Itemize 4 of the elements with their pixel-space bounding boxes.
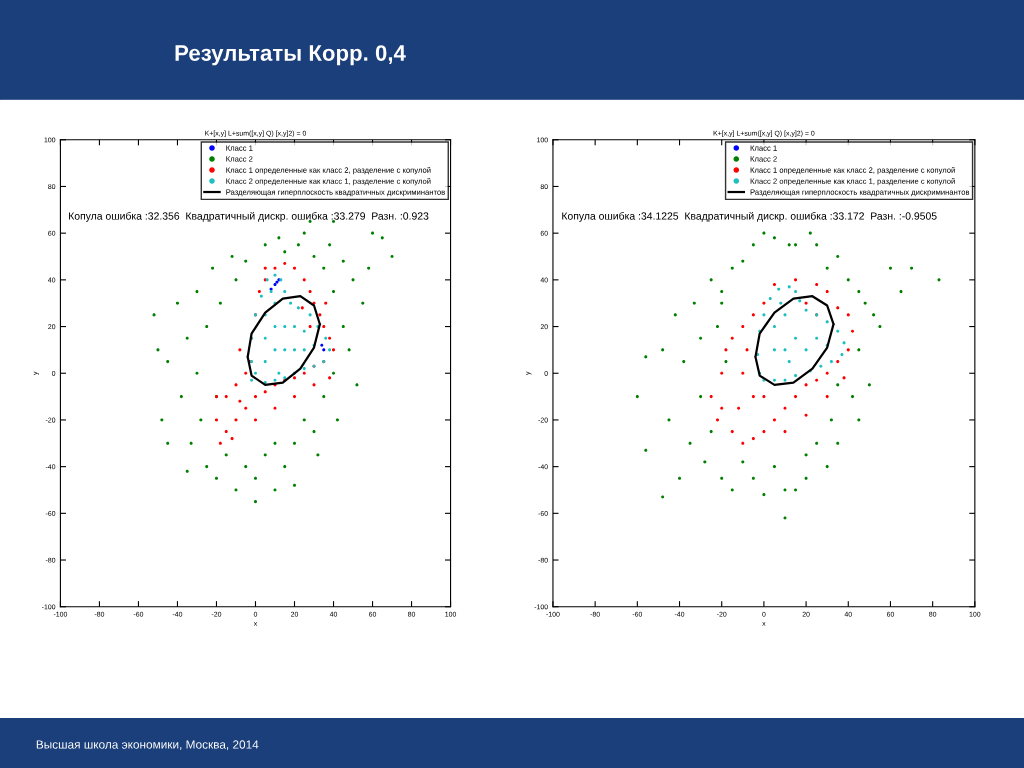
annotation: Копула ошибка :32.356 Квадратичный дискр. ошибка :33.279 Разн. :0.923	[69, 211, 429, 222]
text: Результаты Корр. 0,4	[175, 45, 406, 66]
annotation: Копула ошибка :34.1225 Квадратичный дискр. ошибка :33.172 Разн. :-0.9505	[562, 211, 937, 222]
text: Высшая школа экономики, Москва, 2014	[36, 740, 259, 751]
